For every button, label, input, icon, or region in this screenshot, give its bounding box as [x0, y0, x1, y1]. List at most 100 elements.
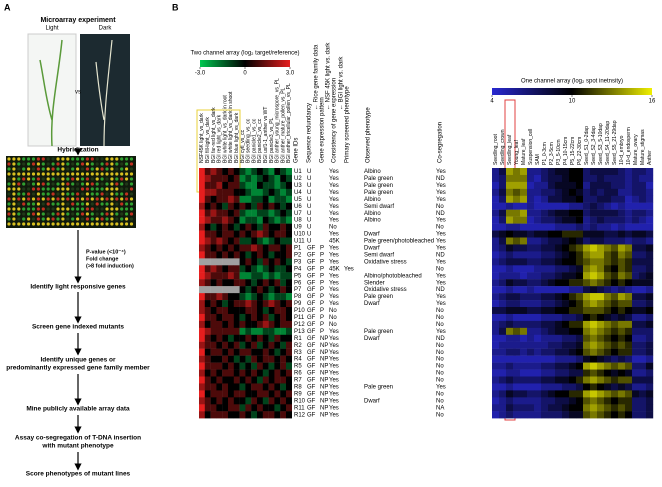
gene-id: P11: [294, 315, 305, 321]
heatmap-cell: [233, 195, 240, 203]
heatmap-cell: [216, 272, 223, 280]
heatmap-cell: [569, 300, 577, 308]
spot: [22, 172, 26, 176]
table-cell: P: [320, 246, 324, 252]
gene-id: R2: [294, 343, 302, 349]
heatmap-cell: [562, 174, 570, 183]
heatmap-cell: [499, 369, 507, 377]
gene-id: U3: [294, 183, 302, 189]
gene-id: R12: [294, 412, 306, 418]
heatmap-cell: [520, 300, 528, 308]
heatmap-cell: [274, 265, 281, 273]
heatmap-cell: [625, 320, 633, 329]
spot: [71, 212, 75, 216]
heatmap-cell: [513, 230, 521, 238]
heatmap-cell: [245, 195, 252, 203]
spot: [61, 187, 65, 191]
heatmap-cell: [274, 411, 281, 419]
heatmap-cell: [541, 181, 549, 190]
heatmap-cell: [222, 279, 229, 287]
heatmap-cell: [286, 334, 292, 342]
heatmap-cell: [274, 244, 281, 252]
heatmap-cell: [555, 300, 563, 308]
heatmap-cell: [583, 216, 591, 224]
label: vs: [75, 90, 81, 96]
spot: [66, 207, 70, 211]
table-cell: P: [320, 294, 324, 300]
heatmap-cell: [583, 168, 591, 176]
table-cell: GF: [307, 357, 316, 363]
table-cell: No: [329, 225, 337, 231]
heatmap-cell: [569, 216, 577, 224]
step: Hybridization: [57, 147, 98, 154]
heatmap-cell: [280, 369, 287, 377]
heatmap-cell: [274, 286, 281, 294]
heatmap-cell: [576, 313, 584, 322]
heatmap-cell: [228, 300, 234, 308]
heatmap-cell: [590, 355, 598, 363]
spot: [17, 172, 21, 176]
spot: [100, 182, 104, 186]
heatmap-cell: [268, 313, 275, 322]
heatmap-cell: [245, 376, 252, 384]
heatmap-cell: [245, 251, 252, 259]
spot: [71, 162, 75, 166]
heatmap-cell: [527, 397, 535, 405]
spot: [129, 222, 134, 226]
heatmap-cell: [555, 355, 563, 363]
heatmap-cell: [625, 258, 633, 266]
heatmap-cell: [555, 244, 563, 252]
spot: [7, 162, 11, 166]
heatmap-cell: [590, 369, 598, 377]
heatmap-cell: [222, 320, 229, 329]
spot: [46, 192, 50, 196]
heatmap-cell: [286, 293, 292, 301]
heatmap-cell: [274, 258, 281, 266]
table-cell: U: [307, 183, 311, 189]
spot: [71, 207, 75, 211]
heatmap-cell: [257, 181, 263, 190]
spot: [12, 192, 16, 196]
heatmap-cell: [222, 223, 229, 231]
heatmap-cell: [262, 383, 269, 391]
heatmap-cell: [199, 251, 205, 259]
spot: [56, 192, 60, 196]
heatmap-cell: [548, 348, 556, 356]
heatmap-cell: [492, 390, 500, 398]
heatmap-cell: [625, 279, 633, 287]
heatmap-cell: [262, 348, 269, 356]
spot: [110, 172, 114, 176]
spot: [110, 202, 114, 206]
heatmap-cell: [576, 168, 584, 176]
heatmap-cell: [257, 279, 263, 287]
heatmap-cell: [262, 293, 269, 301]
heatmap-cell: [527, 223, 535, 231]
spot: [61, 202, 65, 206]
heatmap-cell: [625, 209, 633, 217]
spot: [27, 167, 31, 171]
heatmap-cell: [611, 209, 619, 217]
heatmap-cell: [222, 390, 229, 398]
heatmap-cell: [257, 216, 263, 224]
heatmap-cell: [576, 376, 584, 384]
heatmap-cell: [513, 390, 521, 398]
table-cell: Dwarf: [364, 336, 380, 342]
heatmap-cell: [274, 272, 281, 280]
heatmap-cell: [520, 390, 528, 398]
heatmap-cell: [534, 362, 542, 370]
heatmap-cell: [604, 237, 612, 245]
heatmap-cell: [204, 279, 211, 287]
spot: [27, 157, 31, 161]
heatmap-cell: [233, 293, 240, 301]
heatmap-cell: [216, 355, 223, 363]
heatmap-cell: [274, 237, 281, 245]
spot: [56, 157, 60, 161]
heatmap-cell: [222, 188, 229, 196]
heatmap-cell: [245, 362, 252, 370]
heatmap-cell: [569, 313, 577, 322]
spot: [56, 172, 60, 176]
heatmap-cell: [499, 286, 507, 294]
step: Screen gene indexed mutants: [32, 324, 124, 331]
heatmap-cell: [506, 390, 514, 398]
heatmap-cell: [513, 216, 521, 224]
